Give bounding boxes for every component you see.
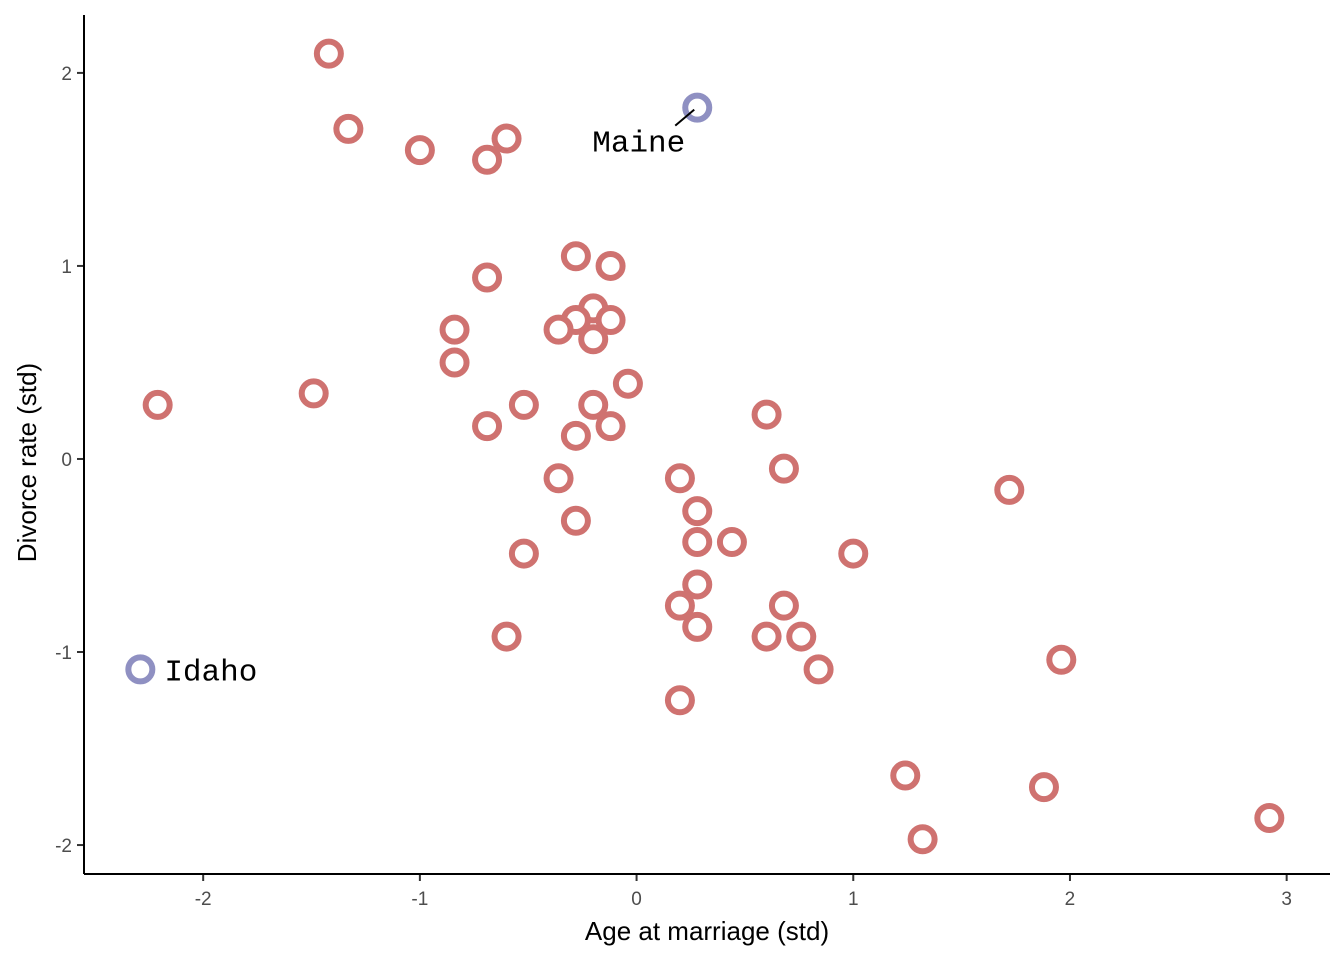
data-point <box>142 389 173 420</box>
data-point <box>543 463 574 494</box>
data-point <box>491 123 522 154</box>
x-tick-label: 3 <box>1281 889 1292 910</box>
x-tick-label: -1 <box>411 889 428 910</box>
y-tick-label: -2 <box>55 836 72 857</box>
y-tick-label: 0 <box>61 450 72 471</box>
data-point <box>751 399 782 430</box>
data-point <box>560 505 591 536</box>
data-point <box>1028 772 1059 803</box>
data-point <box>682 526 713 557</box>
data-point <box>404 135 435 166</box>
data-point <box>664 685 695 716</box>
data-point <box>994 474 1025 505</box>
data-point <box>439 347 470 378</box>
data-point <box>786 621 817 652</box>
data-point <box>595 411 626 442</box>
x-tick-label: 0 <box>631 889 642 910</box>
highlighted-point-maine <box>682 92 713 123</box>
data-point <box>1254 803 1285 834</box>
data-point <box>664 463 695 494</box>
data-point <box>682 569 713 600</box>
data-point <box>1046 644 1077 675</box>
y-tick-label: 2 <box>61 64 72 85</box>
data-point <box>890 760 921 791</box>
data-point <box>803 654 834 685</box>
data-point <box>313 38 344 69</box>
data-point <box>595 250 626 281</box>
data-point <box>472 262 503 293</box>
x-tick-label: 1 <box>848 889 859 910</box>
data-point <box>682 611 713 642</box>
maine-label-leader <box>674 108 695 127</box>
data-point <box>907 824 938 855</box>
y-tick-label: 1 <box>61 257 72 278</box>
point-label-maine: Maine <box>592 127 685 162</box>
data-point <box>472 144 503 175</box>
data-point <box>472 411 503 442</box>
x-tick-label: -2 <box>195 889 212 910</box>
data-point <box>612 368 643 399</box>
x-tick-label: 2 <box>1065 889 1076 910</box>
data-point <box>838 538 869 569</box>
data-point <box>543 314 574 345</box>
data-point <box>491 621 522 652</box>
data-point <box>578 389 609 420</box>
data-point <box>298 378 329 409</box>
data-point <box>578 324 609 355</box>
point-label-idaho: Idaho <box>164 655 257 690</box>
y-axis-ticks: -2 -1 0 1 2 <box>55 64 84 857</box>
highlighted-point-idaho <box>125 654 156 685</box>
data-point <box>560 420 591 451</box>
y-tick-label: -1 <box>55 643 72 664</box>
data-point <box>751 621 782 652</box>
data-point <box>595 304 626 335</box>
data-point <box>664 590 695 621</box>
data-point <box>560 241 591 272</box>
data-point <box>768 590 799 621</box>
data-point <box>508 389 539 420</box>
data-points <box>125 38 1285 855</box>
data-point <box>682 496 713 527</box>
data-point <box>508 538 539 569</box>
data-point <box>333 113 364 144</box>
data-point <box>716 526 747 557</box>
y-axis-title: Divorce rate (std) <box>12 363 42 562</box>
data-point <box>439 314 470 345</box>
x-axis-title: Age at marriage (std) <box>585 916 829 946</box>
data-point <box>768 453 799 484</box>
x-axis-ticks: -2 -1 0 1 2 3 <box>195 874 1292 910</box>
